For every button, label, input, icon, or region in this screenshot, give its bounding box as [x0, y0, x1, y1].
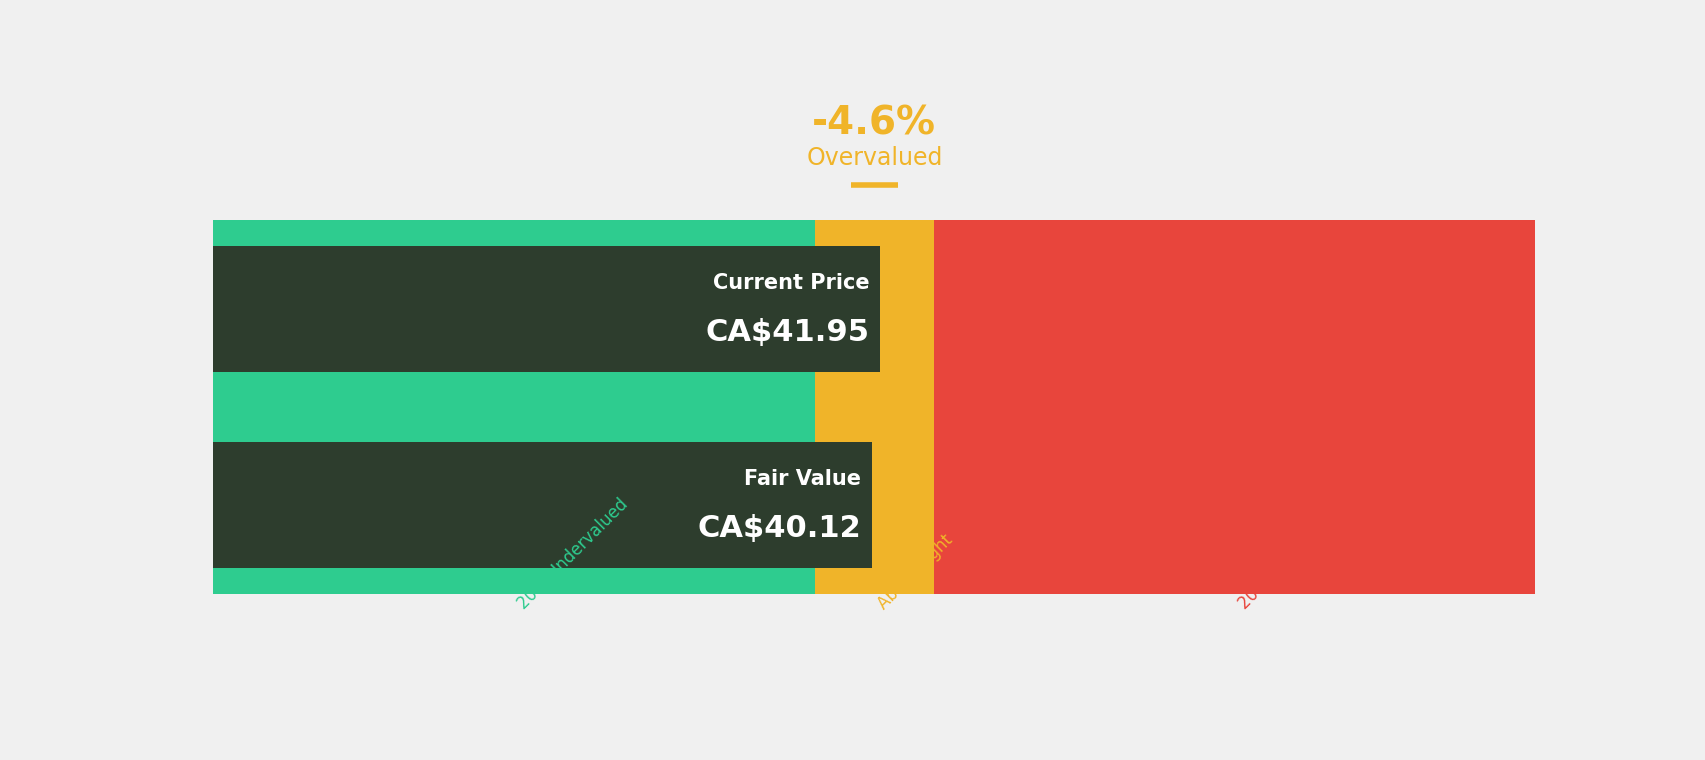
Bar: [933, 220, 1534, 594]
Text: CA$41.95: CA$41.95: [706, 318, 870, 347]
Text: Overvalued: Overvalued: [806, 147, 941, 170]
Text: Fair Value: Fair Value: [743, 469, 861, 489]
Bar: [213, 442, 871, 568]
Text: -4.6%: -4.6%: [812, 104, 936, 142]
Text: CA$40.12: CA$40.12: [697, 514, 861, 543]
Bar: [815, 220, 933, 594]
Text: Current Price: Current Price: [713, 273, 870, 293]
Bar: [213, 246, 880, 372]
Text: About Right: About Right: [875, 531, 957, 613]
Text: 20% Overvalued: 20% Overvalued: [1234, 503, 1344, 613]
Text: 20% Undervalued: 20% Undervalued: [513, 496, 631, 613]
Bar: [213, 220, 815, 594]
